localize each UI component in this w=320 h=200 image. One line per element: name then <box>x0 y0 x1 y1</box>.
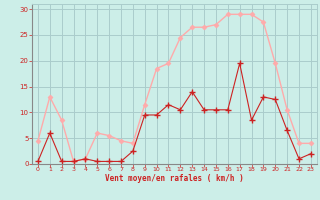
X-axis label: Vent moyen/en rafales ( km/h ): Vent moyen/en rafales ( km/h ) <box>105 174 244 183</box>
